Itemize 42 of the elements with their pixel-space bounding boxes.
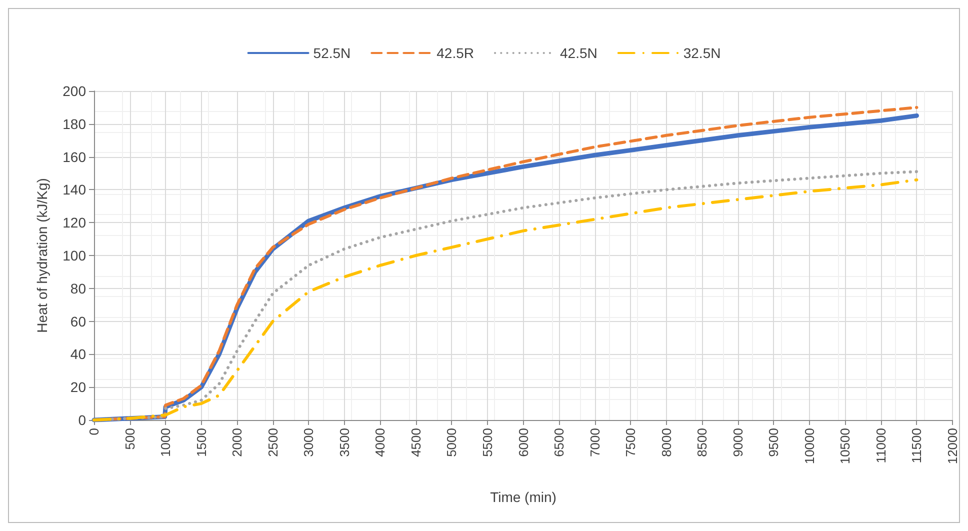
- x-tick-label: 12000: [945, 428, 960, 464]
- y-tick-label: 0: [78, 412, 86, 428]
- y-tick-label: 140: [62, 182, 86, 198]
- x-tick-label: 9000: [730, 428, 746, 457]
- x-tick-label: 11500: [909, 428, 924, 464]
- x-tick-label: 8500: [694, 428, 710, 457]
- x-axis-title: Time (min): [490, 489, 556, 505]
- x-tick-label: 6500: [552, 428, 567, 457]
- y-tick-label: 160: [62, 148, 86, 165]
- x-tick-label: 9500: [766, 428, 782, 457]
- x-tick-label: 4500: [408, 428, 424, 457]
- legend-label: 42.5R: [436, 45, 474, 61]
- y-axis-title: Heat of hydration (kJ/Kg): [34, 178, 50, 333]
- y-tick-label: 120: [62, 214, 86, 231]
- x-tick-label: 7000: [587, 428, 602, 457]
- x-tick-label: 5500: [480, 428, 495, 457]
- x-tick-label: 0: [86, 428, 102, 436]
- x-tick-label: 500: [122, 428, 138, 450]
- x-tick-label: 11000: [873, 428, 888, 464]
- y-tick-label: 60: [70, 313, 86, 330]
- x-tick-label: 10000: [802, 428, 817, 464]
- x-tick-label: 5000: [444, 428, 460, 457]
- x-tick-label: 7500: [623, 428, 638, 457]
- y-tick-label: 40: [70, 346, 86, 362]
- x-tick-label: 3000: [301, 428, 316, 457]
- y-tick-label: 200: [62, 83, 86, 99]
- x-tick-label: 1500: [194, 428, 209, 457]
- x-tick-label: 4000: [372, 428, 388, 457]
- y-tick-label: 20: [70, 379, 86, 396]
- legend-label: 52.5N: [313, 45, 351, 61]
- legend-label: 42.5N: [560, 45, 598, 61]
- y-tick-label: 180: [62, 116, 86, 132]
- x-tick-label: 6000: [516, 428, 531, 457]
- y-tick-label: 100: [62, 248, 86, 264]
- legend-label: 32.5N: [683, 45, 721, 61]
- x-tick-label: 8000: [658, 428, 674, 457]
- x-tick-label: 2000: [230, 428, 245, 457]
- y-tick-label: 80: [70, 280, 86, 296]
- x-tick-label: 10500: [838, 428, 853, 464]
- x-tick-label: 1000: [158, 428, 174, 457]
- x-tick-label: 2500: [265, 428, 280, 457]
- x-tick-label: 3500: [336, 428, 352, 457]
